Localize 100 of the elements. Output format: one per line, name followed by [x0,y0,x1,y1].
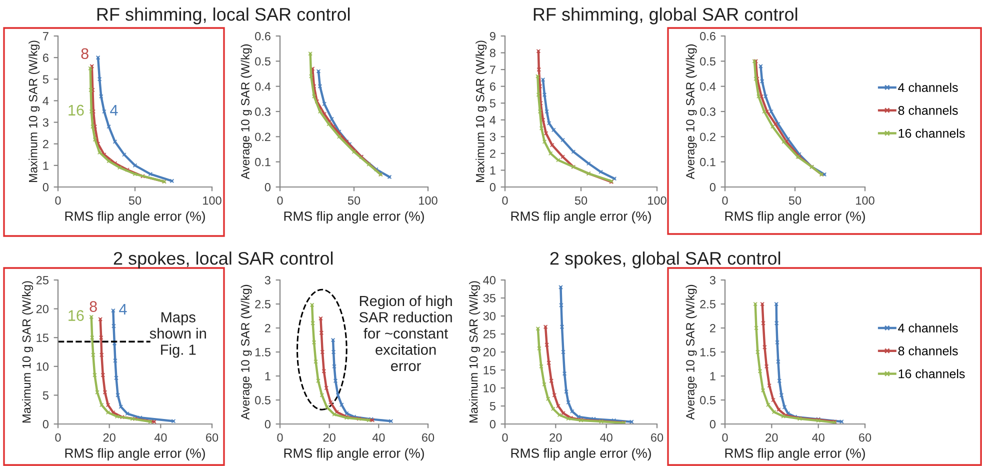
y-axis-title: Maximum 10 g SAR (W/kg) [22,281,34,423]
y-tick-label: 20 [36,304,49,314]
x-axis-title: RMS flip angle error (%) [65,211,205,224]
x-tick-label: 0 [277,433,283,442]
y-tick-label: 0 [490,420,496,428]
x-tick-label: 0 [722,196,728,205]
y-tick-label: 1.5 [700,348,716,356]
x-axis-title: RMS flip angle error (%) [725,448,865,460]
x-axis-title: RMS flip angle error (%) [65,448,205,460]
annotation: 16 [68,310,84,321]
y-tick-label: 25 [483,330,496,338]
y-tick-label: 0.3 [700,108,716,116]
y-tick-label: 3 [42,118,48,127]
x-tick-label: 20 [550,433,562,442]
y-axis-title: Average 10 g SAR (W/kg) [686,284,697,420]
y-tick-label: 2.5 [700,300,716,308]
y-tick-label: 1 [265,372,270,380]
y-tick-label: 0.5 [700,396,716,404]
x-tick-label: 20 [103,433,116,442]
y-tick-label: 30 [483,312,496,320]
x-axis-title: RMS flip angle error (%) [284,448,424,460]
y-tick-label: 0.5 [255,396,270,404]
y-tick-label: 0.3 [255,108,270,116]
x-tick-label: 50 [128,196,142,205]
y-tick-label: 7 [490,66,496,74]
x-tick-label: 40 [154,433,167,442]
x-axis-title: RMS flip angle error (%) [511,448,651,460]
x-tick-label: 100 [648,196,666,205]
x-tick-label: 40 [372,433,385,442]
y-tick-label: 4 [42,96,49,105]
y-tick-label: 0 [490,183,496,192]
y-tick-label: 0.1 [700,158,716,166]
y-tick-label: 8 [490,48,496,58]
legend-label: 8 channels [898,106,958,115]
y-tick-label: 0.6 [255,32,270,40]
x-axis-title: RMS flip angle error (%) [725,211,865,224]
y-tick-label: 5 [490,402,496,410]
y-tick-label: 1 [43,162,48,170]
y-tick-label: 1 [490,166,496,174]
x-tick-label: 20 [766,433,778,442]
y-tick-label: 6 [43,54,48,62]
y-tick-label: 15 [484,366,496,374]
y-axis-title: Maximum 10 g SAR (W/kg) [476,40,487,182]
x-tick-label: 50 [574,196,588,205]
annotation: Region of high SAR reduction for ~constant excitation error [359,295,452,372]
y-tick-label: 25 [36,276,48,284]
y-tick-label: 5 [42,75,48,84]
y-tick-label: 4 [490,116,496,124]
y-tick-label: 0 [264,420,271,428]
chart-title: 2 spokes, local SAR control [114,252,333,268]
y-tick-label: 0.5 [255,57,270,66]
y-tick-label: 0 [710,420,716,428]
x-tick-label: 0 [502,433,508,442]
x-tick-label: 60 [651,433,664,442]
y-tick-label: 0.1 [255,158,270,166]
x-tick-label: 20 [323,433,336,442]
annotation: 4 [110,104,118,116]
y-tick-label: 2 [490,149,496,158]
x-tick-label: 0 [55,433,61,442]
x-tick-label: 40 [812,433,824,442]
x-tick-label: 60 [422,433,434,442]
x-tick-label: 0 [502,196,508,205]
y-tick-label: 0.5 [700,57,716,66]
legend-label: 16 channels [898,369,965,378]
legend-label: 8 channels [898,346,958,356]
y-tick-label: 10 [484,384,496,392]
y-tick-label: 0.4 [255,82,271,91]
y-tick-label: 1.5 [255,348,270,356]
y-axis-title: Average 10 g SAR (W/kg) [240,44,252,180]
y-tick-label: 3 [490,132,496,142]
y-axis-title: Maximum 10 g SAR (W/kg) [469,281,480,423]
x-tick-label: 60 [206,433,218,442]
y-tick-label: 10 [36,362,49,371]
x-axis-title: RMS flip angle error (%) [511,211,651,224]
chart-title: RF shimming, global SAR control [534,8,798,24]
y-tick-label: 1 [710,372,716,380]
x-tick-label: 0 [277,196,283,205]
y-axis-title: Average 10 g SAR (W/kg) [240,284,252,420]
y-tick-label: 0 [42,183,49,192]
y-axis-title: Maximum 10 g SAR (W/kg) [28,40,40,182]
x-tick-label: 100 [419,196,438,205]
x-tick-label: 50 [348,196,360,205]
y-tick-label: 20 [483,348,496,356]
y-tick-label: 15 [36,334,48,342]
chart-title: RF shimming, local SAR control [97,8,350,24]
y-axis-title: Average 10 g SAR (W/kg) [686,44,697,180]
x-tick-label: 100 [203,196,222,205]
y-tick-label: 7 [43,32,48,40]
y-tick-label: 9 [490,32,496,40]
legend-label: 4 channels [898,82,958,92]
y-tick-label: 0.6 [700,32,716,40]
y-tick-label: 5 [42,391,48,400]
y-tick-label: 3 [264,276,270,284]
x-tick-label: 40 [600,433,612,442]
y-tick-label: 0.4 [700,82,716,91]
y-tick-label: 3 [710,276,716,284]
y-tick-label: 0.2 [700,132,716,142]
y-tick-label: 0.2 [255,132,270,142]
y-tick-label: 2 [710,324,716,332]
y-tick-label: 5 [490,99,496,108]
